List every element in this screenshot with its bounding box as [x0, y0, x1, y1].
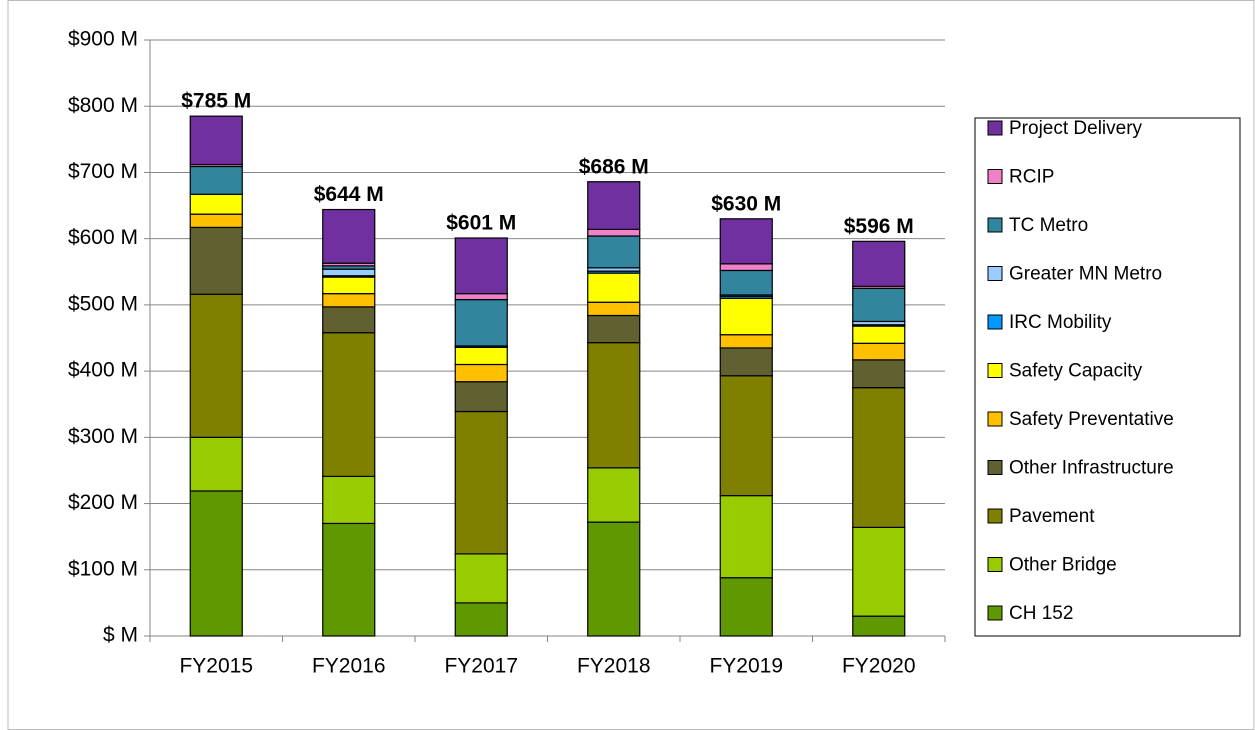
legend-box [974, 117, 1241, 637]
total-label: $596 M [844, 215, 914, 238]
legend-label: TC Metro [1009, 215, 1088, 236]
total-label: $630 M [711, 192, 781, 215]
bar-segment [852, 387, 906, 528]
y-tick-label: $300 M [68, 425, 138, 448]
legend-swatch [987, 217, 1003, 233]
bar-segment [587, 521, 641, 637]
legend-swatch [987, 120, 1003, 136]
bar-segment [189, 293, 243, 438]
legend-label: CH 152 [1009, 603, 1073, 624]
bar-segment [322, 293, 376, 308]
bar-segment [587, 228, 641, 237]
bar-segment [852, 325, 906, 344]
bar-segment [852, 359, 906, 389]
bar-segment [587, 342, 641, 469]
total-label: $644 M [314, 183, 384, 206]
bar-segment [852, 287, 906, 323]
x-tick-label: FY2015 [179, 655, 253, 678]
legend-label: Project Delivery [1009, 118, 1143, 139]
bar-segment [454, 237, 508, 295]
legend-swatch [987, 460, 1003, 475]
bar-segment [587, 467, 641, 523]
bar-segment [189, 436, 243, 492]
bar-segment [852, 526, 906, 617]
bar-segment [587, 301, 641, 317]
bar-segment [322, 276, 376, 295]
bar-segment [454, 346, 508, 366]
legend-swatch [987, 557, 1003, 572]
x-tick-label: FY2016 [312, 655, 386, 678]
bar-segment [852, 240, 906, 287]
y-tick-label: $400 M [68, 359, 138, 382]
bar-segment [322, 522, 376, 637]
bar-segment [719, 495, 773, 579]
bar-segment [322, 268, 376, 277]
bar-segment [587, 314, 641, 344]
legend-label: Other Infrastructure [1009, 458, 1174, 479]
bar-segment [719, 577, 773, 637]
bar-segment [454, 298, 508, 347]
bar-segment [719, 269, 773, 296]
bar-segment [719, 334, 773, 349]
bar-segment [454, 363, 508, 383]
bar-segment [454, 381, 508, 413]
legend-label: Pavement [1009, 506, 1095, 527]
bar-segment [322, 475, 376, 525]
x-tick-label: FY2017 [444, 655, 518, 678]
legend-label: Greater MN Metro [1009, 264, 1162, 285]
legend-label: RCIP [1009, 167, 1054, 188]
legend-swatch [987, 363, 1003, 378]
legend-swatch [987, 169, 1003, 184]
bar-segment [587, 235, 641, 269]
legend-label: Safety Capacity [1009, 361, 1143, 382]
bar-segment [719, 218, 773, 265]
bar-segment [454, 602, 508, 637]
bar-segment [587, 181, 641, 230]
bar-segment [322, 208, 376, 264]
x-tick-label: FY2019 [709, 655, 783, 678]
legend-swatch [987, 508, 1003, 524]
bar-segment [852, 615, 906, 637]
x-tick-label: FY2018 [577, 655, 651, 678]
y-tick-label: $200 M [68, 491, 138, 514]
legend-swatch [987, 605, 1003, 621]
y-tick-label: $600 M [68, 226, 138, 249]
bar-segment [189, 213, 243, 229]
bar-segment [189, 193, 243, 215]
bar-segment [454, 293, 508, 301]
bar-segment [322, 332, 376, 478]
y-tick-label: $500 M [68, 292, 138, 315]
y-tick-label: $900 M [68, 28, 138, 51]
bar-segment [852, 342, 906, 361]
legend-swatch [987, 266, 1003, 281]
legend-label: Safety Preventative [1009, 409, 1174, 430]
legend-swatch [987, 314, 1003, 330]
y-tick-label: $ M [103, 624, 138, 647]
y-tick-label: $100 M [68, 557, 138, 580]
bar-segment [189, 165, 243, 195]
y-tick-label: $700 M [68, 160, 138, 183]
bar-segment [719, 263, 773, 272]
legend-swatch [987, 411, 1003, 427]
total-label: $601 M [446, 212, 516, 235]
bar-segment [322, 306, 376, 334]
x-tick-label: FY2020 [842, 655, 916, 678]
bar-segment [719, 347, 773, 377]
total-label: $686 M [579, 155, 649, 178]
legend-label: Other Bridge [1009, 555, 1117, 576]
bar-segment [719, 375, 773, 497]
bar-segment [454, 553, 508, 604]
total-label: $785 M [181, 90, 251, 113]
bar-segment [189, 490, 243, 637]
bar-segment [454, 410, 508, 555]
bar-segment [719, 297, 773, 336]
legend-label: IRC Mobility [1009, 312, 1112, 333]
bar-segment [587, 272, 641, 303]
y-tick-label: $800 M [68, 94, 138, 117]
bar-segment [189, 226, 243, 295]
bar-segment [189, 115, 243, 166]
